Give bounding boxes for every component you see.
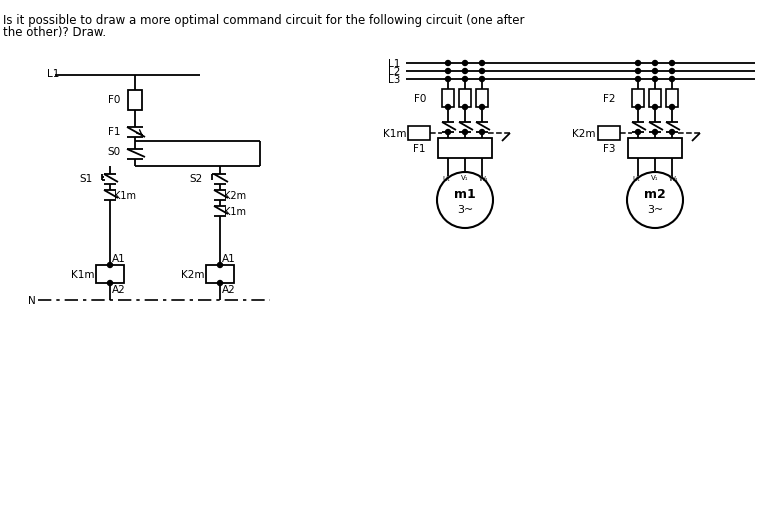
Text: S2: S2 <box>190 174 203 184</box>
Text: m2: m2 <box>644 188 666 201</box>
Text: m1: m1 <box>454 188 476 201</box>
Circle shape <box>445 69 451 74</box>
Bar <box>438 139 492 159</box>
Text: A2: A2 <box>222 284 236 294</box>
Text: V₁: V₁ <box>461 175 469 181</box>
Text: F0: F0 <box>108 95 120 105</box>
Circle shape <box>462 77 467 82</box>
Circle shape <box>636 69 640 74</box>
Text: K1m: K1m <box>383 129 406 139</box>
Circle shape <box>445 105 451 110</box>
Text: U₁: U₁ <box>442 176 450 182</box>
Text: L3: L3 <box>388 75 400 85</box>
Text: K2m: K2m <box>181 270 204 279</box>
Text: S0: S0 <box>107 147 120 157</box>
Text: L2: L2 <box>388 67 400 77</box>
Bar <box>96 266 124 283</box>
Text: the other)? Draw.: the other)? Draw. <box>3 26 106 39</box>
Circle shape <box>653 62 657 66</box>
Bar <box>408 127 430 141</box>
Text: K2m: K2m <box>224 190 246 200</box>
Text: A1: A1 <box>112 254 126 264</box>
Circle shape <box>462 130 467 135</box>
Circle shape <box>670 62 674 66</box>
Circle shape <box>217 281 223 286</box>
Text: K1m: K1m <box>71 270 94 279</box>
Circle shape <box>108 281 113 286</box>
Bar <box>442 90 454 108</box>
Text: S1: S1 <box>80 174 93 184</box>
Text: Is it possible to draw a more optimal command circuit for the following circuit : Is it possible to draw a more optimal co… <box>3 14 525 27</box>
Bar <box>628 139 682 159</box>
Bar <box>206 266 234 283</box>
Circle shape <box>653 77 657 82</box>
Bar <box>666 90 678 108</box>
Text: N: N <box>28 295 36 306</box>
Circle shape <box>480 69 484 74</box>
Text: F1: F1 <box>108 127 120 137</box>
Circle shape <box>636 130 640 135</box>
Circle shape <box>480 77 484 82</box>
Text: L1: L1 <box>388 59 400 69</box>
Circle shape <box>653 130 657 135</box>
Bar <box>476 90 488 108</box>
Circle shape <box>480 130 484 135</box>
Bar <box>598 127 620 141</box>
Text: 3~: 3~ <box>457 205 473 215</box>
Text: W₁: W₁ <box>480 176 489 182</box>
Circle shape <box>437 173 493 229</box>
Text: F1: F1 <box>414 144 426 154</box>
Text: V₁: V₁ <box>651 175 659 181</box>
Bar <box>459 90 471 108</box>
Text: L1: L1 <box>47 69 60 79</box>
Circle shape <box>627 173 683 229</box>
Text: K2m: K2m <box>573 129 596 139</box>
Circle shape <box>445 77 451 82</box>
Text: F2: F2 <box>604 94 616 104</box>
Circle shape <box>653 105 657 110</box>
Circle shape <box>462 105 467 110</box>
Circle shape <box>636 105 640 110</box>
Circle shape <box>462 69 467 74</box>
Bar <box>632 90 644 108</box>
Text: F0: F0 <box>414 94 426 104</box>
Circle shape <box>462 62 467 66</box>
Circle shape <box>217 263 223 268</box>
Circle shape <box>108 263 113 268</box>
Circle shape <box>653 69 657 74</box>
Circle shape <box>670 130 674 135</box>
Text: U₁: U₁ <box>632 176 640 182</box>
Circle shape <box>445 130 451 135</box>
Text: A1: A1 <box>222 254 236 264</box>
Circle shape <box>636 77 640 82</box>
Text: K1m: K1m <box>114 190 136 200</box>
Circle shape <box>636 62 640 66</box>
Circle shape <box>445 62 451 66</box>
Circle shape <box>670 77 674 82</box>
Bar <box>649 90 661 108</box>
Text: K1m: K1m <box>224 207 246 217</box>
Text: W₁: W₁ <box>669 176 679 182</box>
Text: F3: F3 <box>604 144 616 154</box>
Circle shape <box>480 62 484 66</box>
Circle shape <box>480 105 484 110</box>
Text: 3~: 3~ <box>647 205 663 215</box>
Circle shape <box>670 69 674 74</box>
Bar <box>128 91 142 111</box>
Circle shape <box>670 105 674 110</box>
Text: A2: A2 <box>112 284 126 294</box>
